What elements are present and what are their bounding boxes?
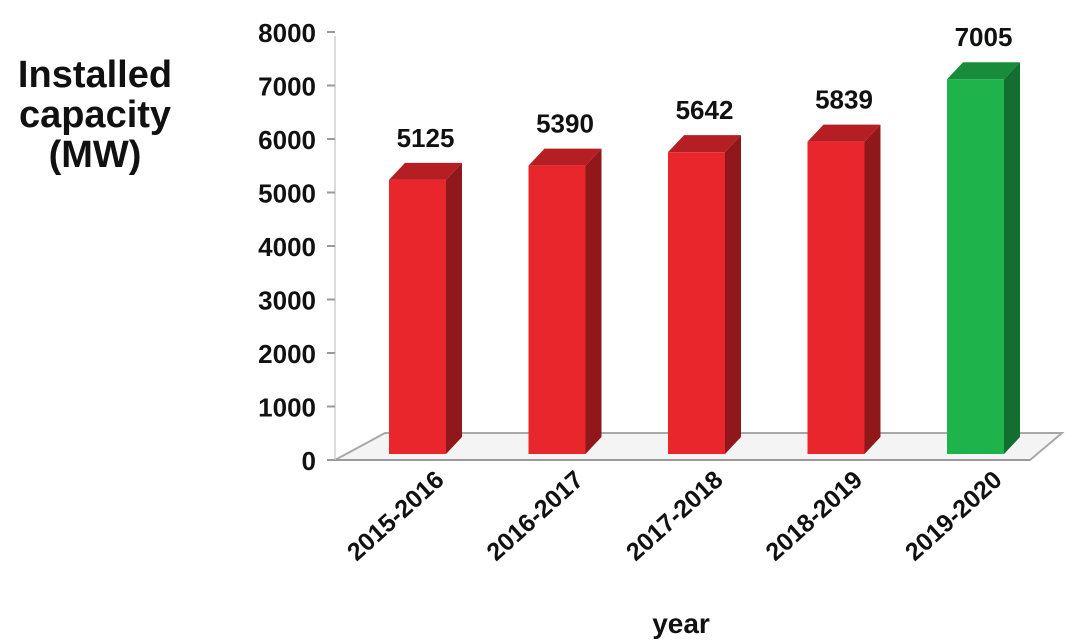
bar-side-face [585,148,602,454]
y-tick-label: 4000 [258,232,316,262]
bar-front-face [389,179,446,454]
y-tick-label: 8000 [258,18,316,48]
bar-front-face [528,165,586,454]
x-tick-label: 2016-2017 [481,466,589,567]
bar-side-face [725,135,741,454]
y-axis-title-line-2: capacity [18,94,172,136]
bar-top-face [528,148,602,166]
y-tick-label: 0 [302,446,316,476]
data-label: 5642 [676,95,734,125]
x-tick-label: 2015-2016 [342,466,450,567]
bar-side-face [446,162,462,454]
bar [389,162,462,454]
x-tick-label: 2017-2018 [621,466,729,567]
bar-top-face [947,62,1020,80]
x-tick-label: 2018-2019 [760,466,868,567]
bar-top-face [668,135,741,153]
x-axis-title: year [652,608,710,639]
bar-top-face [389,162,462,180]
bar-front-face [807,141,865,454]
bar-front-face [947,79,1004,455]
y-tick-label: 3000 [258,286,316,316]
data-label: 7005 [955,22,1013,52]
data-label: 5125 [397,123,455,153]
data-label: 5839 [815,85,873,115]
y-axis-title-line-3: (MW) [48,134,142,176]
y-axis-title: Installed capacity (MW) [0,55,190,175]
y-tick-label: 7000 [258,72,316,102]
bar [668,135,741,454]
y-tick-label: 1000 [258,393,316,423]
y-tick-label: 6000 [258,125,316,155]
x-tick-label: 2019-2020 [900,466,1008,567]
bar-front-face [668,152,725,454]
bar [947,62,1020,455]
bar-side-face [864,124,881,455]
y-tick-label: 5000 [258,179,316,209]
y-tick-label: 2000 [258,339,316,369]
data-label: 5390 [536,109,594,139]
bar-top-face [807,124,881,142]
bar-side-face [1004,62,1020,455]
bar [528,148,602,454]
y-axis-title-line-1: Installed [17,54,173,96]
bar [807,124,881,455]
